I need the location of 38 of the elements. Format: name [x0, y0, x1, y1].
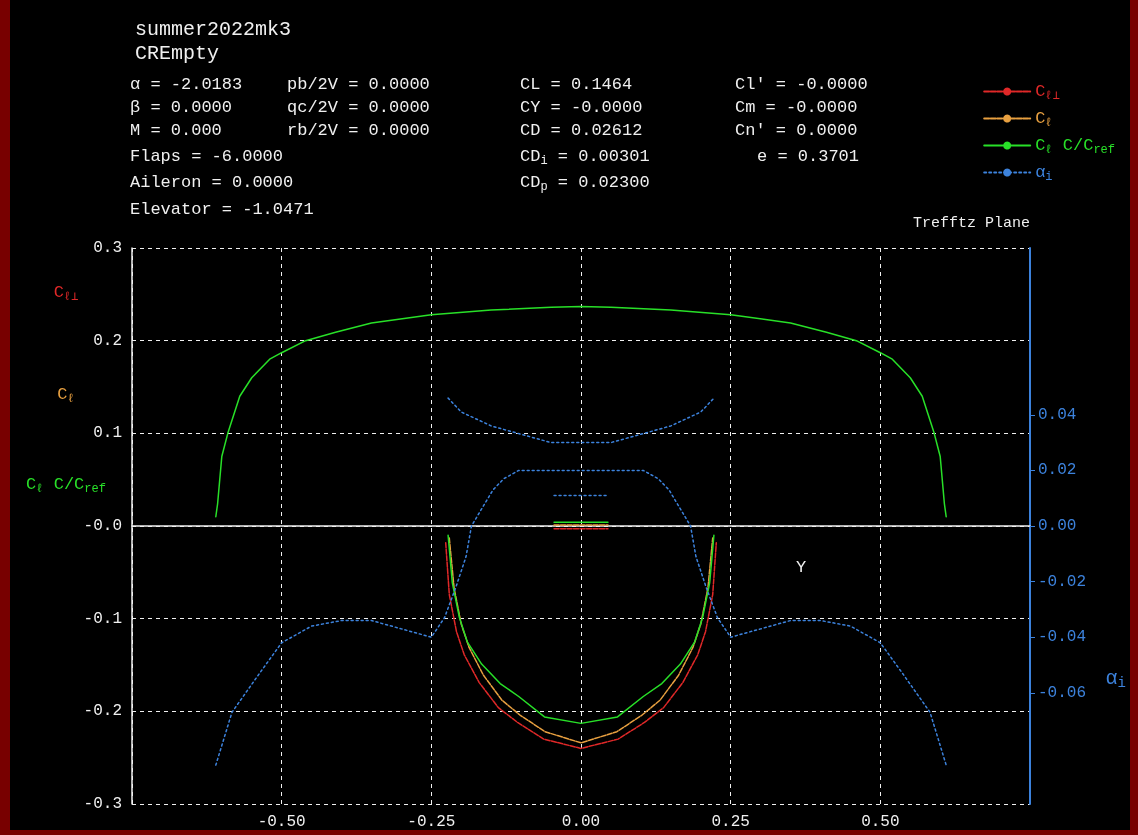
x-tick-label: 0.50: [861, 813, 900, 831]
text: CD = 0.02612: [520, 121, 643, 140]
text: Trefftz Plane: [912, 215, 1030, 232]
x-tick-label: 0.00: [561, 813, 601, 831]
text: e = 0.3701: [757, 147, 860, 166]
x-tick-label: 0.25: [711, 813, 750, 831]
text: CL = 0.1464: [520, 75, 633, 94]
y-tick-label: -0.0: [83, 517, 122, 535]
text: rb/2V = 0.0000: [287, 121, 430, 140]
text: M = 0.000: [130, 121, 222, 140]
chart-title: summer2022mk3: [135, 17, 292, 41]
y2-tick-label: -0.02: [1038, 572, 1087, 591]
y-tick-label: 0.3: [93, 239, 122, 257]
y-tick-label: -0.1: [83, 609, 122, 628]
text: CY = -0.0000: [520, 98, 643, 117]
text: Cm = -0.0000: [735, 98, 858, 117]
x-tick-label: -0.50: [257, 813, 306, 831]
y-tick-label: -0.2: [83, 702, 122, 721]
text: Cn' = 0.0000: [735, 121, 858, 140]
y2-tick-label: 0.02: [1038, 461, 1077, 480]
y2-tick-label: 0.00: [1038, 517, 1077, 535]
text: Elevator = -1.0471: [130, 200, 314, 219]
text: β = 0.0000: [130, 98, 233, 117]
text: Flaps = -6.0000: [130, 147, 284, 166]
x-tick-label: -0.25: [407, 813, 456, 831]
text: qc/2V = 0.0000: [287, 98, 430, 117]
text: α = -2.0183: [130, 75, 243, 94]
text: Aileron = 0.0000: [130, 173, 294, 192]
y-tick-label: -0.3: [83, 795, 122, 813]
chart-subtitle: CREmpty: [135, 41, 220, 65]
x-axis-title: Y: [795, 558, 807, 578]
text: pb/2V = 0.0000: [287, 75, 430, 94]
text: Cl' = -0.0000: [735, 75, 868, 94]
y2-tick-label: -0.04: [1038, 628, 1087, 647]
y2-tick-label: 0.04: [1038, 405, 1077, 424]
y2-tick-label: -0.06: [1038, 683, 1087, 702]
y-tick-label: 0.1: [93, 424, 122, 443]
y-tick-label: 0.2: [93, 331, 122, 350]
